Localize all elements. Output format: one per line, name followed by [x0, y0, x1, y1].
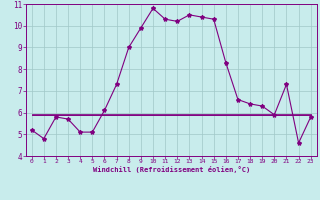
X-axis label: Windchill (Refroidissement éolien,°C): Windchill (Refroidissement éolien,°C) [92, 166, 250, 173]
